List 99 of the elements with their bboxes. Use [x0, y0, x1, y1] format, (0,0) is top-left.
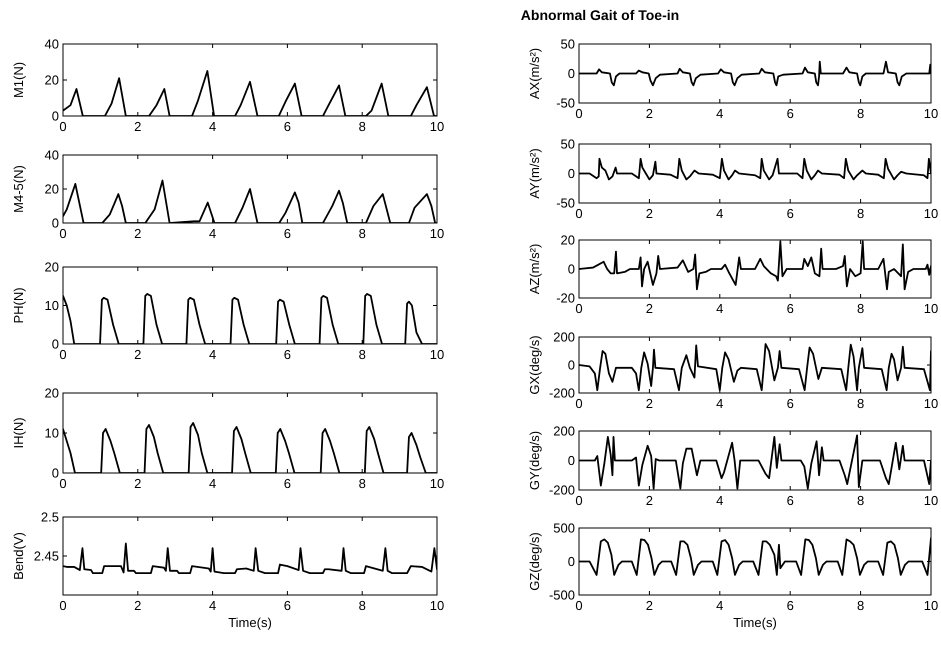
- x-tick-label: 4: [208, 119, 216, 134]
- x-tick-label: 4: [716, 301, 724, 316]
- x-tick-label: 10: [430, 226, 444, 241]
- y-tick-label: 0: [52, 466, 59, 481]
- x-tick-label: 2: [646, 106, 654, 121]
- x-tick-label: 2: [646, 301, 654, 316]
- x-axis-title: Time(s): [733, 615, 777, 630]
- x-tick-label: 6: [786, 206, 794, 221]
- x-tick-label: 4: [208, 347, 216, 362]
- x-tick-label: 8: [358, 119, 366, 134]
- x-tick-label: 10: [924, 396, 938, 411]
- x-tick-label: 8: [856, 206, 864, 221]
- x-tick-label: 2: [134, 226, 142, 241]
- y-tick-label: 20: [44, 72, 59, 88]
- x-tick-label: 10: [924, 493, 938, 508]
- y-tick-label: 0: [568, 453, 575, 468]
- y-axis-title: M4-5(N): [11, 165, 26, 213]
- y-tick-label: 2.45: [34, 548, 59, 564]
- y-axis-title: PH(N): [11, 287, 26, 324]
- x-tick-label: 4: [716, 206, 724, 221]
- y-axis-title: AZ(m/s²): [527, 244, 542, 294]
- y-axis-title: M1(N): [11, 62, 26, 98]
- x-tick-label: 2: [646, 396, 654, 411]
- y-tick-label: -50: [556, 96, 575, 111]
- x-tick-label: 2: [134, 347, 142, 362]
- y-tick-label: 2.5: [40, 510, 59, 525]
- x-tick-label: 8: [358, 598, 366, 613]
- x-tick-label: 10: [924, 301, 938, 316]
- x-tick-label: 4: [716, 396, 724, 411]
- y-tick-label: -200: [548, 482, 575, 498]
- x-tick-label: 6: [284, 347, 292, 362]
- x-tick-label: 10: [924, 206, 938, 221]
- x-tick-label: 4: [716, 106, 724, 121]
- y-tick-label: 0: [568, 166, 575, 182]
- y-axis-title: AX(m/s²): [527, 48, 542, 100]
- x-tick-label: 8: [358, 476, 366, 491]
- y-tick-label: 0: [52, 216, 59, 231]
- y-tick-label: 20: [44, 182, 59, 197]
- y-tick-label: 20: [560, 232, 575, 248]
- x-tick-label: 6: [786, 301, 794, 316]
- x-tick-label: 2: [646, 206, 654, 221]
- y-tick-label: 0: [568, 358, 575, 373]
- x-tick-label: 6: [284, 119, 292, 134]
- x-tick-label: 8: [856, 598, 864, 613]
- y-tick-label: 40: [44, 148, 59, 163]
- x-tick-label: 10: [430, 476, 444, 491]
- x-tick-label: 10: [924, 106, 938, 121]
- x-tick-label: 8: [358, 226, 366, 241]
- x-tick-label: 10: [430, 119, 444, 134]
- y-tick-label: 0: [52, 336, 59, 352]
- y-tick-label: 40: [44, 36, 59, 52]
- y-axis-title: GY(deg/s): [527, 430, 542, 490]
- x-tick-label: 8: [856, 106, 864, 121]
- x-tick-label: 4: [716, 493, 724, 508]
- y-axis-title: IH(N): [11, 417, 26, 449]
- y-tick-label: 50: [560, 36, 575, 52]
- y-tick-label: -20: [556, 290, 575, 306]
- x-tick-label: 6: [786, 396, 794, 411]
- chart-title: Abnormal Gait of Toe-in: [520, 7, 680, 23]
- y-tick-label: -50: [556, 196, 575, 211]
- x-tick-label: 6: [786, 106, 794, 121]
- x-tick-label: 8: [856, 493, 864, 508]
- y-tick-label: 0: [568, 262, 575, 277]
- x-tick-label: 4: [208, 598, 216, 613]
- x-tick-label: 6: [786, 493, 794, 508]
- y-axis-title: Bend(V): [11, 532, 26, 580]
- y-tick-label: -500: [548, 588, 575, 603]
- x-tick-label: 10: [924, 598, 938, 613]
- y-tick-label: 20: [44, 386, 59, 401]
- y-axis-title: GZ(deg/s): [527, 532, 542, 591]
- x-tick-label: 4: [208, 476, 216, 491]
- x-tick-label: 10: [430, 598, 444, 613]
- y-tick-label: 10: [44, 426, 59, 441]
- y-tick-label: -200: [548, 386, 575, 401]
- x-tick-label: 2: [134, 119, 142, 134]
- y-tick-label: 0: [568, 554, 575, 570]
- x-tick-label: 4: [716, 598, 724, 613]
- x-axis-title: Time(s): [228, 615, 272, 630]
- y-tick-label: 200: [553, 330, 575, 345]
- y-axis-title: AY(m/s²): [527, 148, 542, 199]
- x-tick-label: 6: [284, 598, 292, 613]
- x-tick-label: 2: [134, 598, 142, 613]
- x-tick-label: 2: [134, 476, 142, 491]
- x-tick-label: 6: [284, 476, 292, 491]
- x-tick-label: 8: [358, 347, 366, 362]
- x-tick-label: 10: [430, 347, 444, 362]
- x-tick-label: 2: [646, 493, 654, 508]
- y-tick-label: 0: [568, 66, 575, 82]
- y-tick-label: 200: [553, 424, 575, 439]
- y-tick-label: 20: [44, 260, 59, 275]
- y-tick-label: 500: [553, 520, 575, 536]
- x-tick-label: 8: [856, 301, 864, 316]
- y-axis-title: GX(deg/s): [527, 335, 542, 395]
- x-tick-label: 2: [646, 598, 654, 613]
- x-tick-label: 6: [786, 598, 794, 613]
- y-tick-label: 50: [560, 136, 575, 152]
- x-tick-label: 8: [856, 396, 864, 411]
- x-tick-label: 6: [284, 226, 292, 241]
- x-tick-label: 4: [208, 226, 216, 241]
